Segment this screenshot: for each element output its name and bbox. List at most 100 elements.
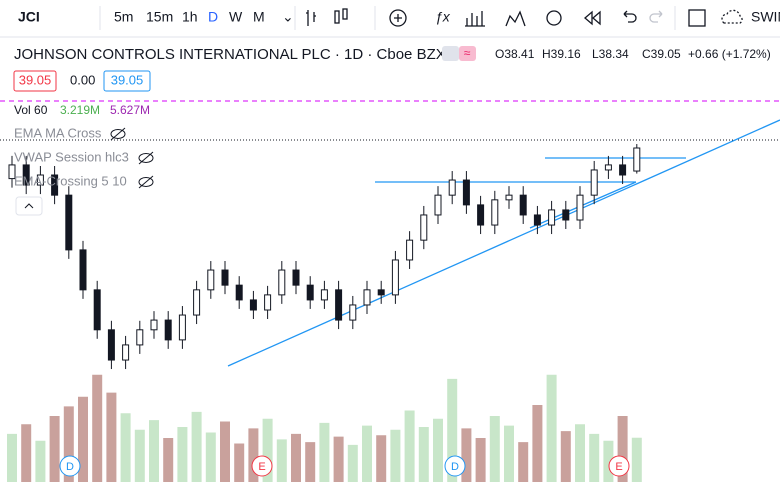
volume-bar [78,396,88,482]
volume-bar [305,442,316,482]
visibility-icon[interactable] [138,175,154,189]
redo-icon[interactable] [649,10,663,23]
candle-body [477,204,485,226]
volume-bar [49,416,60,482]
visibility-icon[interactable] [110,127,126,141]
candle-body [221,269,229,286]
indicator-name: EMA-Crossing 5 10 [14,173,127,188]
volume-bar [475,438,486,482]
candle-body [278,269,286,296]
ask[interactable]: 39.05 [111,72,144,87]
volume-bar [134,429,145,482]
right-label[interactable]: SWIN [751,9,780,25]
interval-group: 5m 15m 1h D W M [114,9,265,25]
volume-bar [418,427,429,482]
candle-body [335,289,343,321]
change: +0.66 (+1.72%) [688,47,771,61]
alert-icon[interactable] [546,10,562,26]
volume-bar [191,411,202,482]
candle-body [79,249,87,291]
visibility-icon[interactable] [110,129,126,139]
volume-bar [376,435,387,482]
volume-bar [92,374,103,482]
candle-body [619,164,627,176]
candle-body [292,269,300,286]
candle-body [193,289,201,316]
volume-bar [362,425,372,482]
interval[interactable]: 15m [146,9,173,25]
cloud-icon[interactable] [721,9,743,24]
undo-icon[interactable] [623,10,637,23]
interval[interactable]: M [253,9,265,25]
candle-body [264,294,272,311]
indicator-value: 5.627M [110,103,150,117]
volume-bar [333,436,344,482]
candle-body [122,344,130,361]
ohlc: O38.41 H39.16 L38.34 C39.05 +0.66 (+1.72%) [495,47,771,61]
volume-bar [390,429,401,482]
indicator-name: Vol 60 [14,103,48,117]
trend-line[interactable] [227,119,780,367]
interval[interactable]: D [208,9,218,25]
svg-text:≈: ≈ [464,46,471,60]
candle-body [548,209,556,226]
candle-body [604,164,612,171]
volume-bar [560,431,571,482]
candle-style-icon[interactable] [334,10,340,24]
bar-style-icon[interactable] [306,10,316,26]
templates-icon[interactable] [505,10,526,27]
candle-body [320,289,328,301]
volume-bar [21,424,32,482]
symbol[interactable]: JCI [18,9,40,25]
candle-body [207,269,215,291]
bid[interactable]: 39.05 [19,72,52,87]
candle-body [22,164,30,186]
fx-icon[interactable]: ƒx [435,9,451,25]
compare-icon[interactable] [465,11,485,27]
plot [7,144,642,482]
ohlc-value: H39.16 [542,47,581,61]
volume-bar [291,433,301,482]
visibility-icon[interactable] [138,177,154,187]
candle-body [136,329,144,346]
volume-bar [489,416,500,482]
visibility-icon[interactable] [138,153,154,163]
interval[interactable]: 1h [182,9,198,25]
visibility-icon[interactable] [138,151,154,165]
add-indicator-icon[interactable] [394,14,402,22]
indicator-value: 3.219M [60,103,100,117]
candle-body [562,209,570,221]
fullscreen-icon[interactable] [688,9,706,27]
interval-menu[interactable]: ⌄ [282,9,294,25]
add-indicator-icon[interactable] [389,9,407,27]
collapse-button[interactable] [15,196,43,216]
volume-bar [106,392,117,482]
replay-icon[interactable] [584,10,601,26]
indicator-list: EMA MA Cross VWAP Session hlc3 EMA-Crossin… [14,125,154,189]
event-marker[interactable] [444,455,466,477]
candle-body [491,199,499,226]
ohlc-value: L38.34 [592,47,629,61]
volume-bar [262,418,273,482]
event-marker[interactable] [59,455,81,477]
volume-bar [319,422,330,482]
volume-bar [518,442,529,482]
event-marker[interactable] [251,455,273,477]
candle-body [51,174,59,196]
interval[interactable]: W [229,9,243,25]
candle-body [576,194,584,221]
volume-bar [234,443,245,482]
volume-bar [7,433,17,482]
candle-body [590,169,598,196]
interval[interactable]: 5m [114,9,133,25]
candle-body [150,319,158,331]
ohlc-value: C39.05 [642,47,681,61]
event-label: E [258,461,265,473]
candle-body [107,329,115,361]
event-marker[interactable] [608,455,630,477]
volume-bar [447,378,458,482]
candle-style-icon[interactable] [342,8,348,20]
series-title: JOHNSON CONTROLS INTERNATIONAL PLC · 1D … [14,46,446,63]
candle-body [235,284,243,301]
